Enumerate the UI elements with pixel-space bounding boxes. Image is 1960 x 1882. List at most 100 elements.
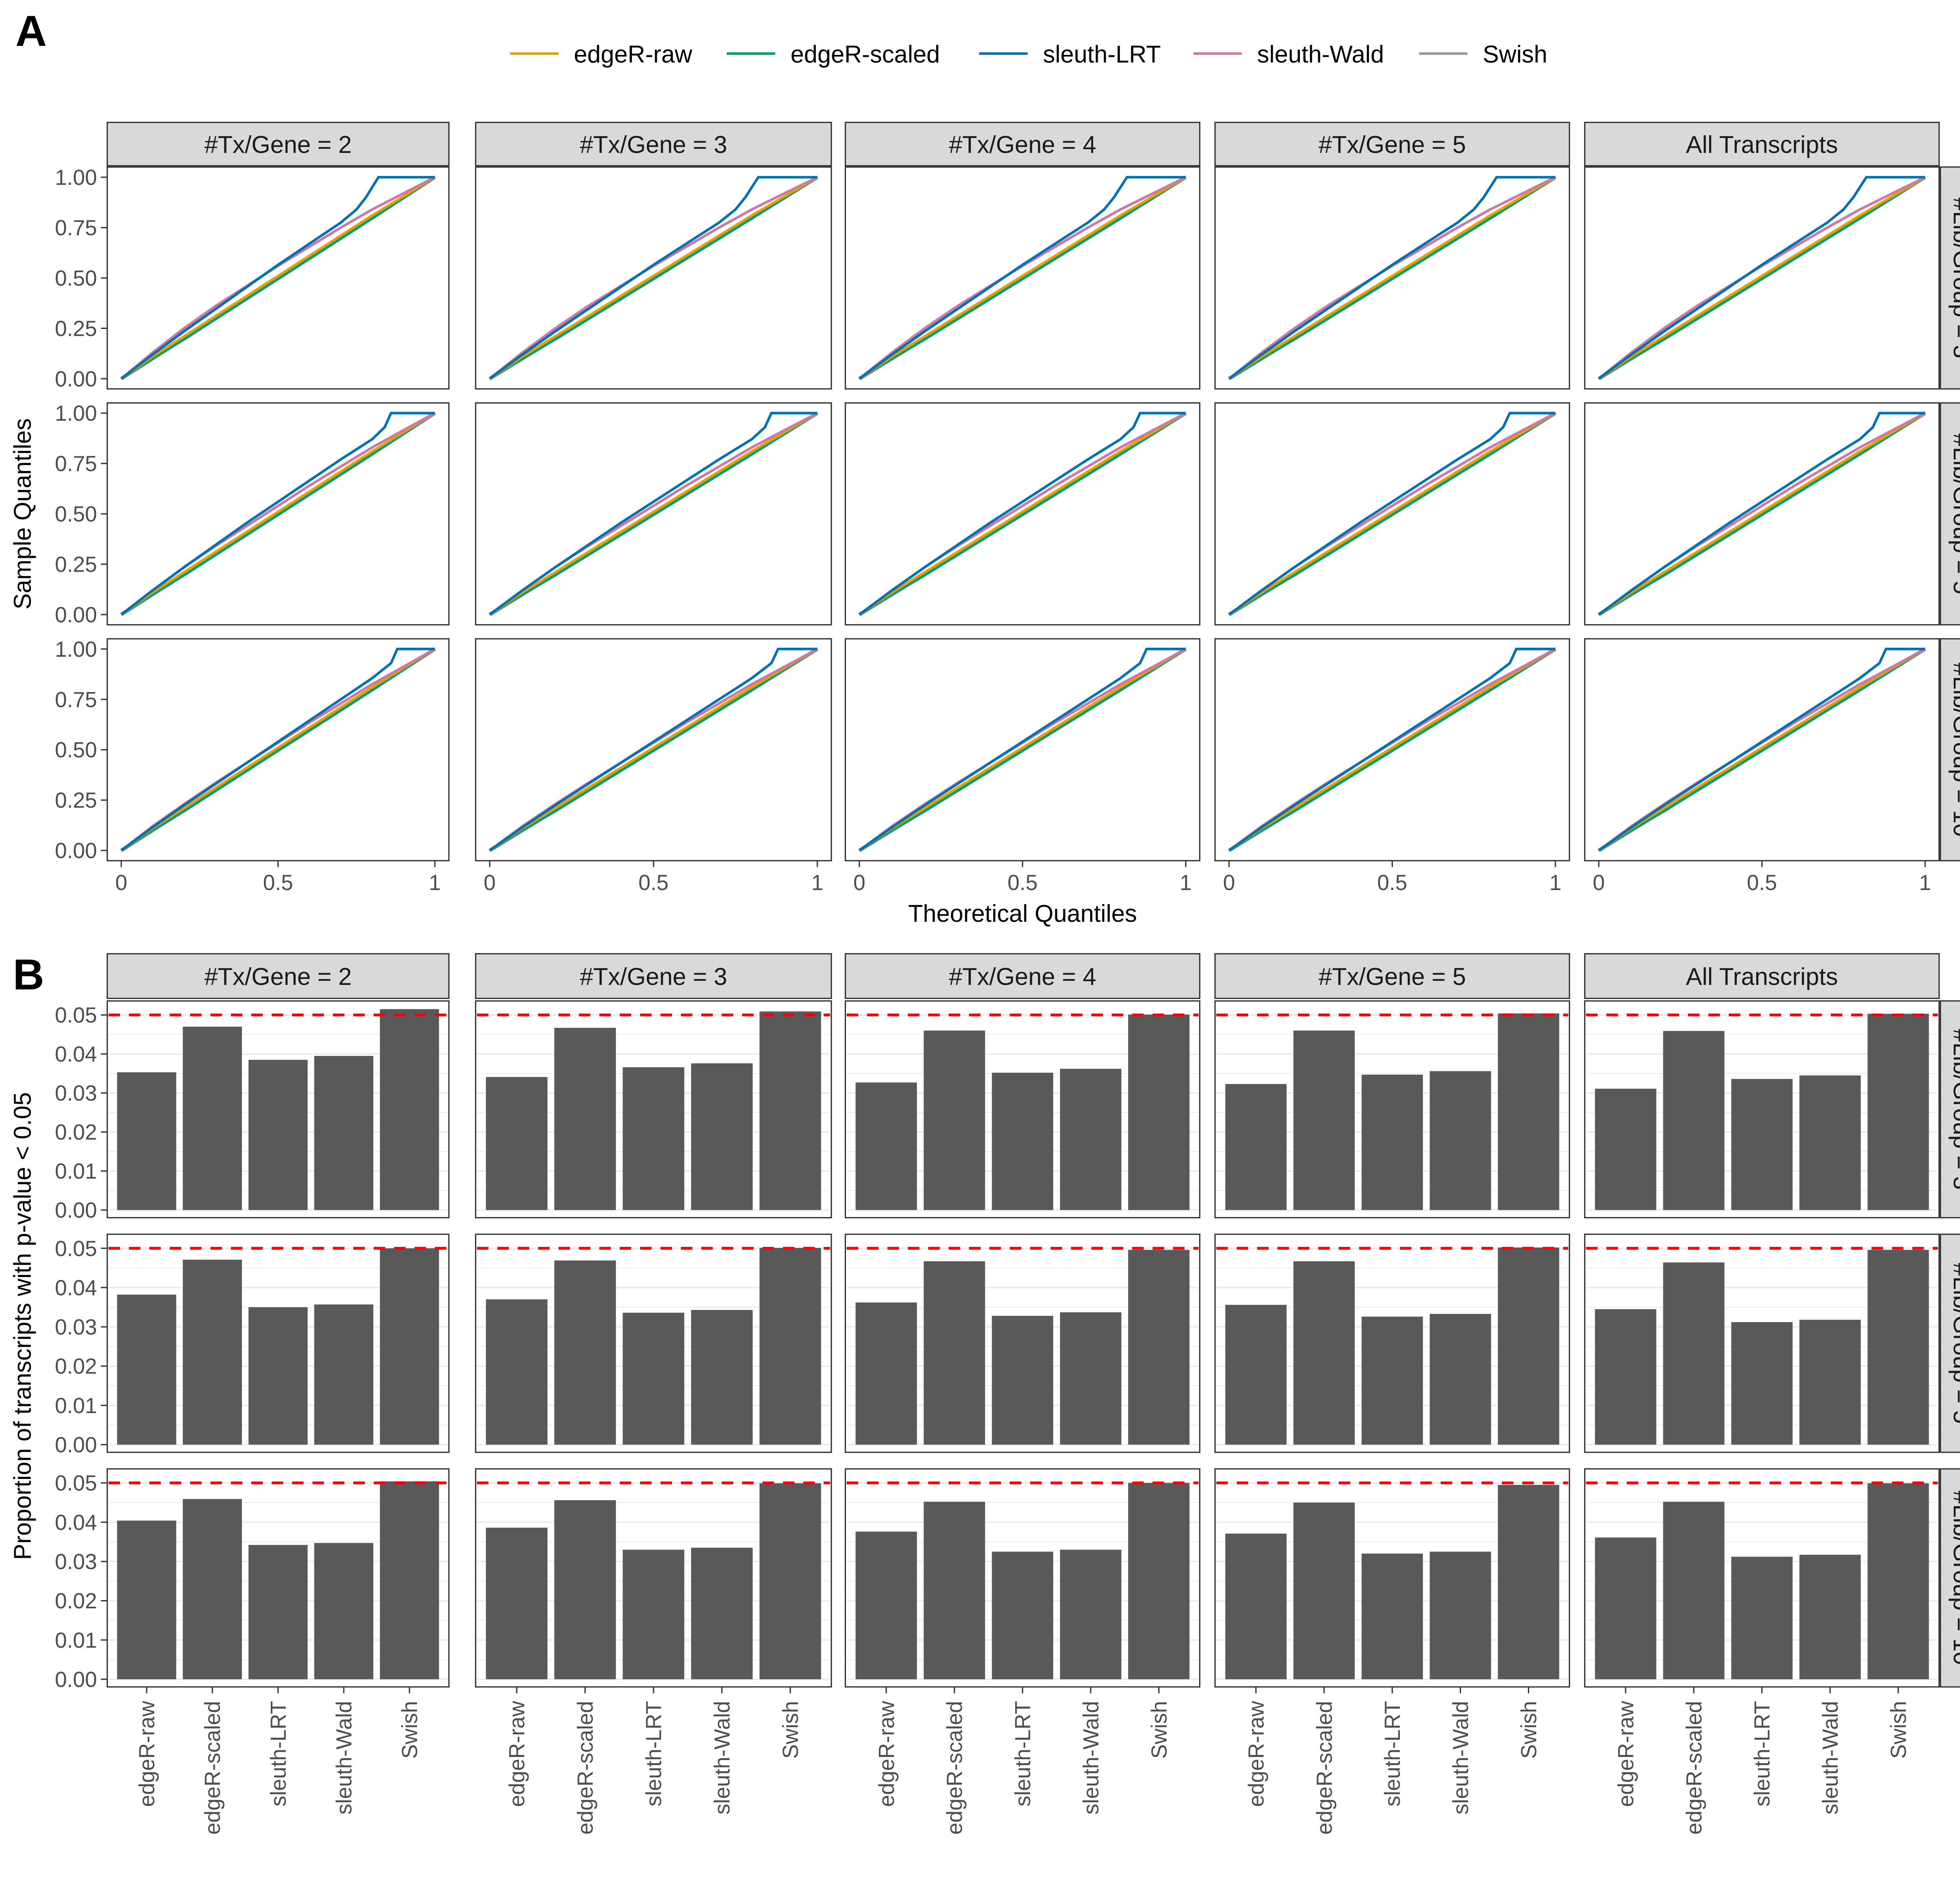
y-tick-label: 0.02: [55, 1354, 97, 1379]
qq-line-edgeR-scaled: [1598, 412, 1926, 616]
y-tick-label: 0.75: [55, 452, 97, 476]
qq-line-sleuth-LRT: [1598, 648, 1925, 852]
qq-line-edgeR-raw: [1228, 176, 1556, 380]
y-tick-label: 0.00: [55, 367, 97, 391]
bar-edgeR-scaled: [554, 1260, 616, 1445]
facet-strip-label: #Tx/Gene = 4: [949, 963, 1096, 990]
bar-Swish: [1128, 1483, 1190, 1679]
bar-Swish: [1128, 1250, 1190, 1445]
bar-edgeR-scaled: [1663, 1502, 1725, 1679]
qq-line-edgeR-raw: [489, 648, 818, 852]
qq-line-edgeR-scaled: [1228, 176, 1556, 380]
facet-strip-label: #Tx/Gene = 2: [204, 963, 352, 990]
bar-sleuth-Wald: [1799, 1320, 1861, 1445]
legend-item: sleuth-Wald: [1193, 41, 1384, 68]
y-axis-title: Sample Quantiles: [9, 418, 36, 610]
qq-facet: [844, 638, 1201, 861]
facet-strip: [844, 122, 1201, 167]
x-tick-label: edgeR-raw: [135, 1700, 159, 1807]
qq-line-edgeR-scaled: [1598, 176, 1926, 380]
facet-strip: [1940, 402, 1960, 626]
qq-line-sleuth-LRT: [1228, 412, 1555, 616]
qq-line-edgeR-raw: [858, 648, 1187, 852]
qq-line-sleuth-LRT: [489, 412, 817, 616]
bar-chart-panel: #Tx/Gene = 2 #Tx/Gene = 3 #Tx/Gene = 4 #Tx/…: [9, 953, 1960, 1835]
qq-line-sleuth-LRT: [489, 648, 817, 852]
bar-edgeR-raw: [486, 1299, 548, 1445]
facet-strip-label: #Lib/Group = 5: [1948, 1263, 1960, 1424]
x-tick-label: sleuth-Wald: [1818, 1701, 1842, 1815]
facet-strip-label: #Tx/Gene = 5: [1319, 963, 1466, 990]
bar-Swish: [1867, 1250, 1929, 1445]
x-tick-label: Swish: [397, 1701, 422, 1758]
qq-facet: [475, 402, 832, 626]
legend-item: edgeR-scaled: [727, 41, 940, 68]
bar-facet: [475, 1000, 832, 1219]
y-axis-title: Proportion of transcripts with p-value <…: [9, 1092, 36, 1560]
bar-edgeR-scaled: [924, 1261, 985, 1445]
qq-line-edgeR-raw: [858, 176, 1187, 380]
qq-line-edgeR-raw: [120, 412, 436, 616]
bar-edgeR-raw: [1225, 1533, 1287, 1679]
x-tick-label: 1: [811, 870, 824, 895]
x-tick-label: 0.5: [1747, 870, 1777, 895]
x-tick-label: 0: [115, 870, 127, 895]
x-tick-label: Swish: [1886, 1701, 1911, 1758]
y-tick-label: 0.25: [55, 788, 97, 812]
qq-line-edgeR-scaled: [120, 412, 436, 616]
qq-line-sleuth-LRT: [1598, 412, 1925, 616]
qq-line-edgeR-scaled: [858, 648, 1187, 852]
x-tick-label: sleuth-LRT: [642, 1701, 666, 1806]
y-tick-label: 0.04: [55, 1042, 97, 1066]
qq-line-edgeR-raw: [489, 176, 818, 380]
facet-strip: [1584, 953, 1940, 999]
facet-strip-label: All Transcripts: [1686, 963, 1838, 990]
y-tick-label: 1.00: [55, 637, 97, 661]
bar-facet: [475, 1233, 832, 1453]
bar-Swish: [1498, 1013, 1559, 1210]
y-tick-label: 0.05: [55, 1236, 97, 1261]
bar-sleuth-LRT: [1361, 1317, 1423, 1445]
bar-edgeR-raw: [1225, 1084, 1287, 1210]
y-tick-label: 0.02: [55, 1120, 97, 1144]
x-tick-label: 0.5: [1377, 870, 1407, 895]
y-tick-label: 0.01: [55, 1628, 97, 1652]
bar-edgeR-raw: [855, 1082, 917, 1210]
x-tick-label: Swish: [1517, 1701, 1541, 1758]
bar-sleuth-Wald: [1799, 1555, 1861, 1679]
y-tick-label: 0.25: [55, 552, 97, 577]
legend-label: Swish: [1483, 41, 1548, 68]
bar-sleuth-Wald: [691, 1063, 753, 1210]
qq-line-edgeR-raw: [120, 176, 436, 380]
facet-strip: [1940, 1468, 1960, 1688]
bar-Swish: [759, 1248, 821, 1445]
qq-facet: [475, 638, 832, 861]
x-tick-label: 1: [1919, 870, 1931, 895]
facet-strip-label: #Tx/Gene = 2: [204, 131, 352, 158]
qq-facet: [1584, 402, 1940, 626]
legend-item: sleuth-LRT: [979, 41, 1161, 68]
x-tick-label: edgeR-scaled: [1682, 1701, 1706, 1835]
x-tick-label: edgeR-raw: [874, 1700, 898, 1807]
facet-strip: [1214, 122, 1570, 167]
x-tick-label: sleuth-Wald: [710, 1701, 734, 1815]
y-tick-label: 0.50: [55, 502, 97, 526]
legend-label: edgeR-raw: [574, 41, 692, 68]
bar-edgeR-scaled: [554, 1028, 616, 1210]
bar-Swish: [380, 1009, 439, 1210]
facet-strip-label: #Tx/Gene = 3: [580, 963, 727, 990]
x-tick-label: sleuth-Wald: [1448, 1701, 1473, 1815]
bar-edgeR-raw: [117, 1294, 176, 1445]
bar-edgeR-scaled: [183, 1259, 242, 1445]
facet-strip-label: #Tx/Gene = 5: [1319, 131, 1466, 158]
facet-strip: [106, 953, 450, 999]
legend-label: sleuth-Wald: [1257, 41, 1384, 68]
bar-edgeR-raw: [486, 1528, 548, 1679]
bar-edgeR-raw: [855, 1302, 917, 1445]
bar-Swish: [1498, 1247, 1559, 1445]
x-tick-label: 1: [429, 870, 441, 895]
qq-line-edgeR-raw: [1228, 648, 1556, 852]
facet-strip: [1584, 122, 1940, 167]
facet-strip: [475, 122, 832, 167]
x-tick-label: edgeR-raw: [1244, 1700, 1268, 1807]
